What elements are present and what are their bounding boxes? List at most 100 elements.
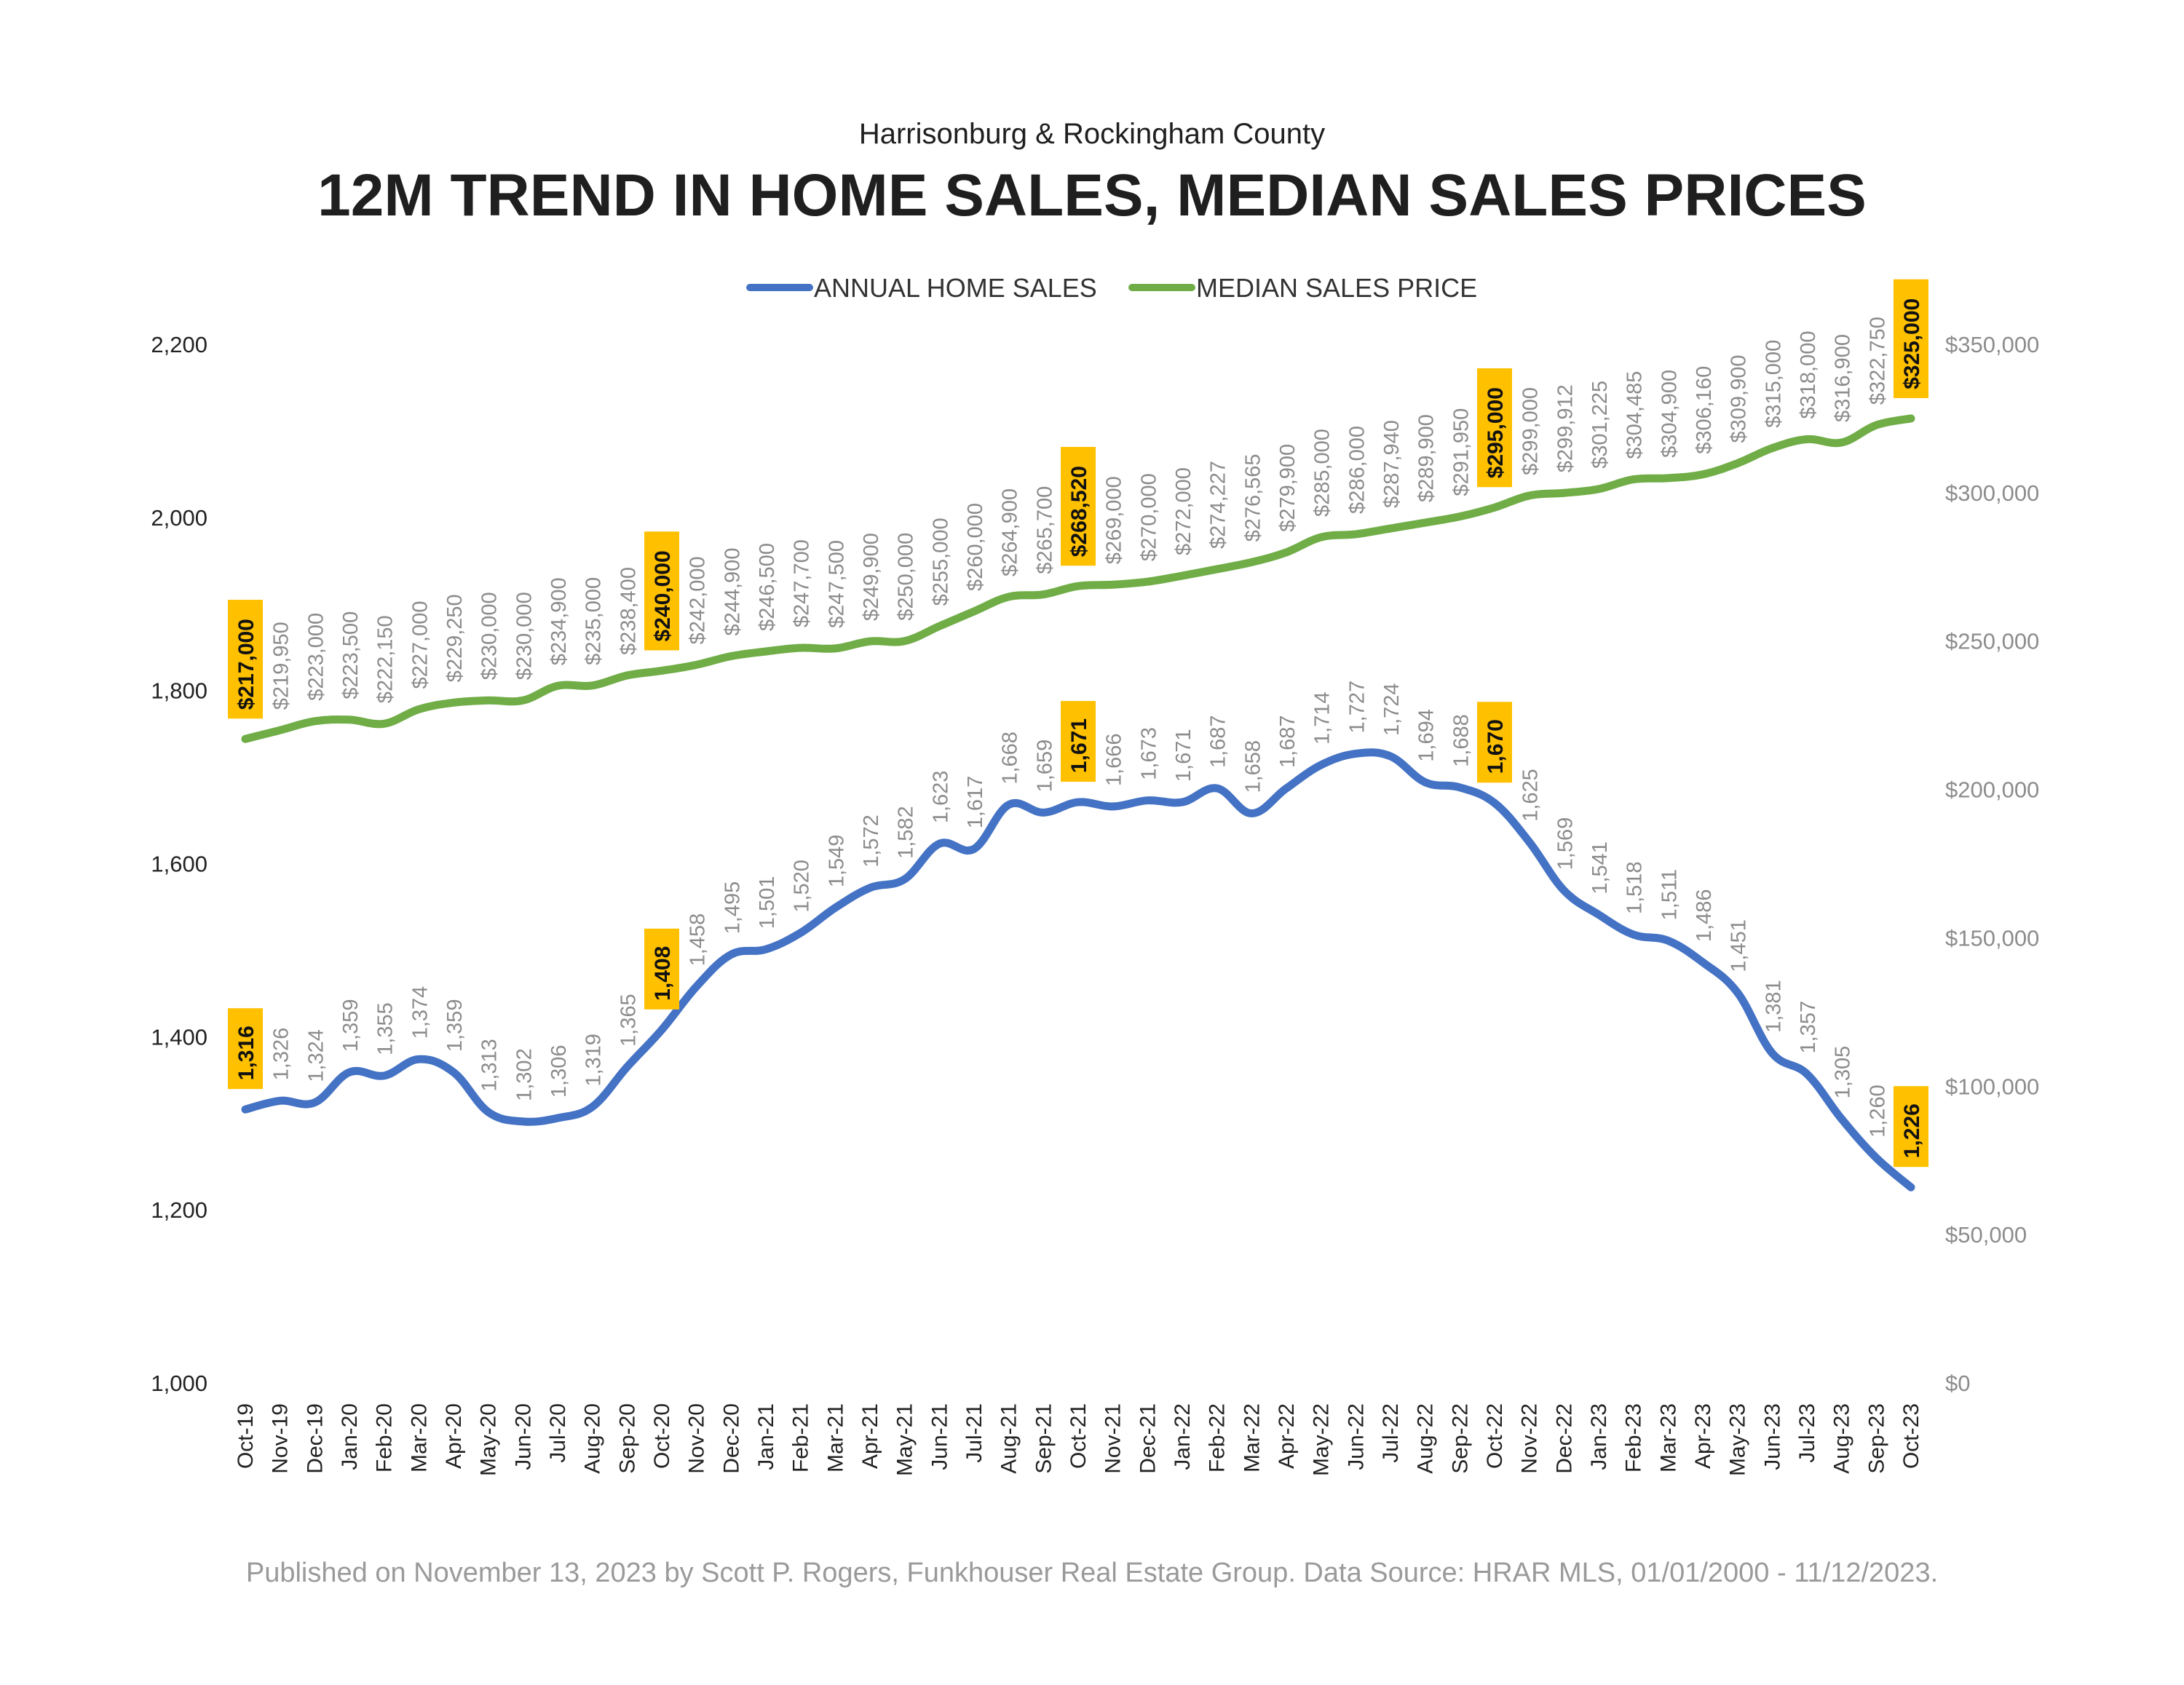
annual-home-sales-label: 1,727 bbox=[1345, 681, 1369, 734]
annual-home-sales-highlight-box bbox=[1477, 702, 1512, 783]
x-axis-tick: Aug-21 bbox=[997, 1403, 1021, 1474]
x-axis-tick: Apr-20 bbox=[442, 1403, 466, 1469]
median-sales-price-label: $235,000 bbox=[582, 577, 606, 665]
annual-home-sales-label-highlighted: 1,316 bbox=[234, 1026, 258, 1080]
annual-home-sales-label: 1,326 bbox=[270, 1028, 293, 1081]
x-axis-tick: Nov-19 bbox=[269, 1403, 293, 1474]
annual-home-sales-label: 1,458 bbox=[687, 913, 710, 967]
x-axis-tick: Jan-20 bbox=[338, 1403, 362, 1470]
data-labels: $217,000 $219,950 $223,000 $223,500 $222,150… bbox=[228, 279, 1928, 1167]
annual-home-sales-label: 1,359 bbox=[339, 999, 363, 1052]
annual-home-sales-label: 1,671 bbox=[1172, 729, 1195, 782]
x-axis-tick: Mar-23 bbox=[1656, 1403, 1680, 1472]
median-sales-price-label: $285,000 bbox=[1311, 429, 1334, 517]
median-sales-price-label: $249,900 bbox=[860, 533, 883, 621]
x-axis-tick: Jan-23 bbox=[1587, 1403, 1611, 1470]
annual-home-sales-label: 1,520 bbox=[791, 860, 814, 913]
x-axis-tick: Sep-22 bbox=[1448, 1403, 1472, 1474]
median-sales-price-label-highlighted: $268,520 bbox=[1067, 466, 1091, 557]
left-axis-tick: 1,200 bbox=[151, 1197, 207, 1223]
annual-home-sales-label: 1,714 bbox=[1311, 691, 1334, 745]
median-sales-price-label: $227,000 bbox=[408, 601, 432, 689]
median-sales-price-label: $234,900 bbox=[547, 577, 571, 665]
annual-home-sales-label: 1,518 bbox=[1623, 861, 1647, 914]
median-sales-price-label: $306,160 bbox=[1693, 366, 1716, 454]
median-sales-price-label: $242,000 bbox=[687, 556, 710, 644]
median-sales-price-label: $244,900 bbox=[721, 548, 744, 636]
x-axis-tick: Dec-19 bbox=[303, 1403, 327, 1474]
annual-home-sales-label: 1,582 bbox=[895, 806, 918, 859]
median-sales-price-label: $299,912 bbox=[1554, 384, 1577, 472]
median-sales-price-label: $223,500 bbox=[339, 611, 363, 699]
annual-home-sales-label: 1,659 bbox=[1033, 740, 1056, 793]
median-sales-price-label: $279,900 bbox=[1276, 444, 1299, 532]
median-sales-price-label: $247,500 bbox=[825, 540, 848, 628]
median-sales-price-label: $247,700 bbox=[791, 539, 814, 627]
annual-home-sales-label: 1,658 bbox=[1241, 740, 1265, 793]
annual-home-sales-label: 1,572 bbox=[860, 814, 883, 868]
annual-home-sales-label: 1,673 bbox=[1137, 727, 1160, 780]
x-axis-tick: Mar-21 bbox=[823, 1403, 847, 1472]
annual-home-sales-label: 1,374 bbox=[408, 986, 432, 1039]
annual-home-sales-label: 1,324 bbox=[304, 1029, 328, 1082]
x-axis-tick: Jul-21 bbox=[962, 1403, 986, 1463]
legend-label-annual-home-sales: ANNUAL HOME SALES bbox=[814, 273, 1097, 303]
median-sales-price-label: $276,565 bbox=[1241, 453, 1265, 542]
annual-home-sales-label: 1,549 bbox=[825, 835, 848, 888]
x-axis-tick: May-21 bbox=[893, 1403, 917, 1476]
median-sales-price-label: $270,000 bbox=[1137, 473, 1160, 561]
left-axis-tick: 2,200 bbox=[151, 332, 207, 357]
median-sales-price-highlight-box bbox=[228, 600, 263, 719]
x-axis-tick: Oct-23 bbox=[1899, 1403, 1923, 1469]
x-axis-tick: Oct-20 bbox=[650, 1403, 674, 1469]
left-axis-tick: 2,000 bbox=[151, 505, 207, 531]
median-sales-price-label: $255,000 bbox=[929, 518, 952, 606]
annual-home-sales-label: 1,355 bbox=[374, 1002, 397, 1055]
median-sales-price-label: $260,000 bbox=[964, 503, 987, 591]
left-axis-tick: 1,600 bbox=[151, 852, 207, 877]
median-sales-price-label-highlighted: $240,000 bbox=[651, 550, 675, 641]
x-axis-tick: Mar-20 bbox=[407, 1403, 431, 1472]
median-sales-price-label: $301,225 bbox=[1588, 381, 1612, 469]
annual-home-sales-label: 1,694 bbox=[1415, 709, 1439, 762]
x-axis-tick: Oct-21 bbox=[1067, 1403, 1091, 1469]
median-sales-price-label: $299,000 bbox=[1519, 387, 1543, 475]
annual-home-sales-highlight-box bbox=[1894, 1086, 1928, 1167]
median-sales-price-highlight-box bbox=[644, 531, 679, 651]
annual-home-sales-label: 1,306 bbox=[547, 1045, 571, 1098]
right-axis: $0 $50,000 $100,000 $150,000 $200,000 $250,00… bbox=[1945, 332, 2039, 1396]
median-sales-price-label: $238,400 bbox=[617, 567, 640, 655]
annual-home-sales-highlight-box bbox=[228, 1008, 263, 1090]
median-sales-price-label: $246,500 bbox=[756, 543, 779, 631]
median-sales-price-highlight-box bbox=[1894, 279, 1928, 398]
x-axis-tick: Apr-22 bbox=[1275, 1403, 1299, 1469]
x-axis-tick: Feb-21 bbox=[789, 1403, 813, 1472]
x-axis-tick: Sep-20 bbox=[615, 1403, 639, 1474]
median-sales-price-label: $304,485 bbox=[1623, 371, 1647, 459]
x-axis-tick: Jul-20 bbox=[546, 1403, 570, 1463]
annual-home-sales-label: 1,357 bbox=[1797, 1001, 1820, 1054]
x-axis-tick: Feb-22 bbox=[1206, 1403, 1230, 1472]
right-axis-tick: $50,000 bbox=[1945, 1222, 2027, 1248]
x-axis-tick: Nov-21 bbox=[1101, 1403, 1125, 1474]
right-axis-tick: $200,000 bbox=[1945, 777, 2039, 803]
x-axis-tick: Jun-22 bbox=[1344, 1403, 1368, 1470]
annual-home-sales-label: 1,668 bbox=[999, 732, 1022, 785]
right-axis-tick: $300,000 bbox=[1945, 480, 2039, 506]
x-axis-tick: Aug-20 bbox=[581, 1403, 605, 1474]
annual-home-sales-label: 1,687 bbox=[1276, 715, 1299, 768]
annual-home-sales-label-highlighted: 1,226 bbox=[1900, 1103, 1924, 1158]
median-sales-price-label: $315,000 bbox=[1762, 340, 1785, 428]
median-sales-price-label: $274,227 bbox=[1207, 461, 1230, 549]
median-sales-price-label-highlighted: $325,000 bbox=[1900, 298, 1924, 389]
legend-label-median-sales-price: MEDIAN SALES PRICE bbox=[1196, 273, 1477, 303]
median-sales-price-label: $264,900 bbox=[999, 488, 1022, 576]
x-axis-tick: Aug-23 bbox=[1830, 1403, 1854, 1474]
median-sales-price-label-highlighted: $217,000 bbox=[234, 619, 258, 710]
annual-home-sales-label: 1,666 bbox=[1103, 733, 1126, 786]
right-axis-tick: $350,000 bbox=[1945, 332, 2039, 357]
median-sales-price-label-highlighted: $295,000 bbox=[1484, 387, 1508, 478]
left-axis-tick: 1,400 bbox=[151, 1024, 207, 1050]
annual-home-sales-label-highlighted: 1,670 bbox=[1484, 719, 1508, 774]
